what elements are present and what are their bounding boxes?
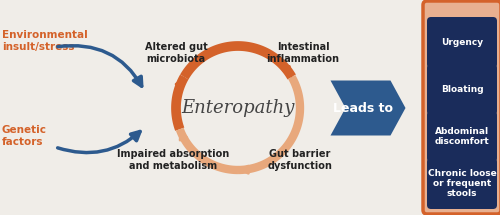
Text: Gut barrier
dysfunction: Gut barrier dysfunction <box>268 149 332 171</box>
FancyBboxPatch shape <box>427 17 497 68</box>
Polygon shape <box>330 80 406 135</box>
Text: Altered gut
microbiota: Altered gut microbiota <box>144 42 208 64</box>
FancyBboxPatch shape <box>423 1 500 214</box>
FancyBboxPatch shape <box>427 111 497 162</box>
Text: Enteropathy: Enteropathy <box>182 99 294 117</box>
Text: Impaired absorption
and metabolism: Impaired absorption and metabolism <box>117 149 229 171</box>
FancyBboxPatch shape <box>427 64 497 115</box>
Text: Bloating: Bloating <box>440 85 484 94</box>
Text: Abdominal
discomfort: Abdominal discomfort <box>434 127 490 146</box>
Text: Intestinal
inflammation: Intestinal inflammation <box>266 42 340 64</box>
Text: Chronic loose
or frequent
stools: Chronic loose or frequent stools <box>428 169 496 198</box>
Text: Environmental
insult/stress: Environmental insult/stress <box>2 30 88 52</box>
Text: Genetic
factors: Genetic factors <box>2 125 47 147</box>
Text: Leads to: Leads to <box>333 101 393 115</box>
Text: Urgency: Urgency <box>441 38 483 47</box>
FancyBboxPatch shape <box>427 158 497 209</box>
